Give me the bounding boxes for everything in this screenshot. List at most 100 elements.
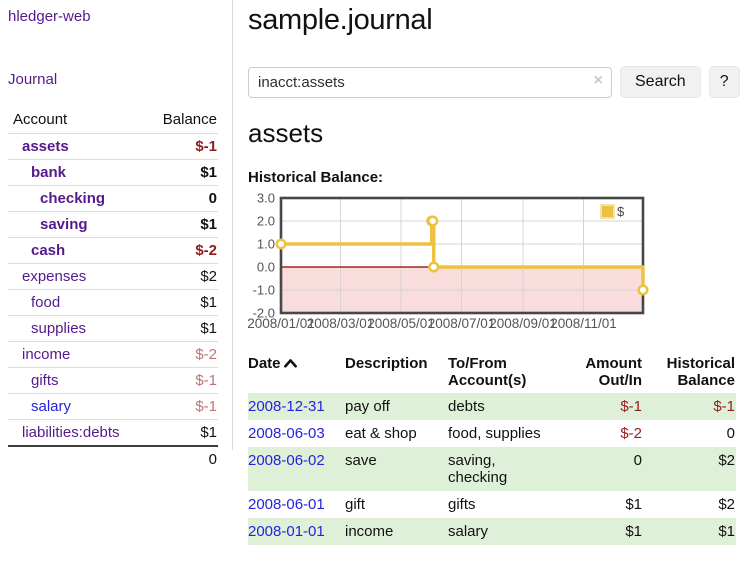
transaction-accounts: debts: [448, 398, 485, 415]
account-link-food[interactable]: food: [31, 294, 61, 311]
chart-canvas: $3.0 2.0 1.0 0.0 -1.0 -2.02008/01/012008/03/0…: [247, 191, 649, 331]
svg-text:2008/01/01: 2008/01/01: [247, 316, 315, 331]
svg-text:1.0: 1.0: [257, 237, 275, 252]
account-row: liabilities:debts $1: [8, 419, 218, 447]
svg-text:2008/05/01: 2008/05/01: [367, 316, 435, 331]
account-balance: $1: [200, 294, 217, 311]
transaction-accounts: gifts: [448, 496, 476, 513]
accounts-total-row: 0: [8, 446, 218, 472]
account-balance: $2: [200, 268, 217, 285]
app-window: hledger-web Journal Account Balance asse…: [0, 0, 742, 545]
account-link-expenses[interactable]: expenses: [22, 268, 87, 285]
clear-search-icon[interactable]: ×: [593, 71, 603, 89]
transaction-amount: $-2: [620, 425, 642, 442]
transaction-row: 2008-06-03 eat & shop food, supplies $-2 0: [248, 420, 736, 447]
account-balance: $1: [200, 424, 217, 441]
transaction-date-link[interactable]: 2008-06-02: [248, 452, 325, 469]
account-link-salary[interactable]: salary: [31, 398, 72, 415]
svg-text:2008/03/01: 2008/03/01: [307, 316, 375, 331]
accounts-table-body: assets $-1 bank $1 checking 0 saving $1 cash $-2 e…: [8, 133, 218, 447]
account-row: expenses $2: [8, 263, 218, 290]
transaction-date-link[interactable]: 2008-06-01: [248, 496, 325, 513]
transaction-accounts: saving, checking: [448, 452, 508, 486]
sidebar-item-journal[interactable]: Journal: [8, 71, 58, 88]
account-row: gifts $-1: [8, 367, 218, 394]
historical-balance-chart: $3.0 2.0 1.0 0.0 -1.0 -2.0 2008/01/01 2008/03/0…: [247, 191, 740, 336]
accounts-table: Account Balance assets $-1 bank $1 checking 0…: [8, 107, 218, 472]
register-header-accounts: To/From Account(s): [448, 355, 527, 389]
account-row: bank $1: [8, 159, 218, 186]
register-header-balance: Historical Balance: [666, 355, 735, 389]
accounts-total-value: 0: [208, 451, 217, 468]
sidebar: hledger-web Journal Account Balance asse…: [0, 0, 233, 468]
svg-text:2.0: 2.0: [257, 214, 275, 229]
account-link-supplies[interactable]: supplies: [31, 320, 87, 337]
account-link-assets[interactable]: assets: [22, 138, 69, 155]
transaction-amount: $1: [625, 496, 642, 513]
account-link-cash[interactable]: cash: [31, 242, 66, 259]
accounts-header-account: Account: [13, 111, 68, 128]
transaction-accounts: salary: [448, 523, 489, 540]
account-link-saving[interactable]: saving: [40, 216, 88, 233]
account-balance: $1: [200, 164, 217, 181]
account-link-checking[interactable]: checking: [40, 190, 106, 207]
transaction-balance: $-1: [713, 398, 735, 415]
transaction-description: income: [345, 523, 394, 540]
sort-ascending-icon: [283, 359, 297, 368]
transaction-row: 2008-12-31 pay off debts $-1 $-1: [248, 393, 736, 420]
svg-text:-1.0: -1.0: [253, 283, 275, 298]
transaction-date-link[interactable]: 2008-01-01: [248, 523, 325, 540]
transaction-description: eat & shop: [345, 425, 417, 442]
svg-text:2008/11/01: 2008/11/01: [550, 316, 617, 331]
transaction-amount: $1: [625, 523, 642, 540]
transaction-row: 2008-01-01 income salary $1 $1: [248, 518, 736, 545]
svg-text:-2.0: -2.0: [253, 306, 275, 321]
account-row: saving $1: [8, 211, 218, 238]
account-balance: 0: [208, 190, 217, 207]
accounts-header-balance: Balance: [162, 111, 217, 128]
accounts-header-row: Account Balance: [8, 107, 218, 134]
transaction-date-link[interactable]: 2008-06-03: [248, 425, 325, 442]
account-row: assets $-1: [8, 133, 218, 160]
transaction-balance: $1: [718, 523, 735, 540]
page-title: sample.journal: [248, 4, 433, 36]
main-content: sample.journal × Search ? assets Histori…: [233, 0, 742, 545]
search-button[interactable]: Search: [620, 66, 701, 98]
transaction-description: pay off: [345, 398, 390, 415]
svg-text:$: $: [617, 204, 625, 219]
chart-title: Historical Balance:: [248, 169, 384, 186]
account-link-income[interactable]: income: [22, 346, 71, 363]
search-bar: × Search ?: [248, 66, 740, 98]
account-row: salary $-1: [8, 393, 218, 420]
transaction-date-link[interactable]: 2008-12-31: [248, 398, 325, 415]
transaction-description: save: [345, 452, 377, 469]
search-input[interactable]: [248, 66, 612, 98]
register-table-body: 2008-12-31 pay off debts $-1 $-1 2008-06-03 ea…: [248, 393, 736, 545]
help-button[interactable]: ?: [708, 66, 740, 98]
account-balance: $-1: [195, 372, 217, 389]
transaction-amount: $-1: [620, 398, 642, 415]
account-balance: $1: [200, 216, 217, 233]
transaction-balance: $2: [718, 496, 735, 513]
account-balance: $-2: [195, 346, 217, 363]
account-balance: $-1: [195, 398, 217, 415]
register-header-date[interactable]: Date: [248, 352, 345, 393]
transaction-balance: 0: [726, 425, 735, 442]
account-row: cash $-2: [8, 237, 218, 264]
account-link-bank[interactable]: bank: [31, 164, 67, 181]
account-balance: $-2: [195, 242, 217, 259]
register-header-description: Description: [345, 355, 428, 372]
svg-text:2008/07/01: 2008/07/01: [428, 316, 496, 331]
account-balance: $1: [200, 320, 217, 337]
register-header-amount: Amount Out/In: [585, 355, 642, 389]
transaction-balance: $2: [718, 452, 735, 469]
account-row: supplies $1: [8, 315, 218, 342]
search-box: ×: [248, 66, 612, 98]
account-row: food $1: [8, 289, 218, 316]
svg-text:0.0: 0.0: [257, 260, 275, 275]
account-link-gifts[interactable]: gifts: [31, 372, 59, 389]
app-title-link[interactable]: hledger-web: [8, 8, 91, 25]
account-link-liabilities-debts[interactable]: liabilities:debts: [22, 424, 120, 441]
transaction-row: 2008-06-02 save saving, checking 0 $2: [248, 447, 736, 491]
account-row: checking 0: [8, 185, 218, 212]
